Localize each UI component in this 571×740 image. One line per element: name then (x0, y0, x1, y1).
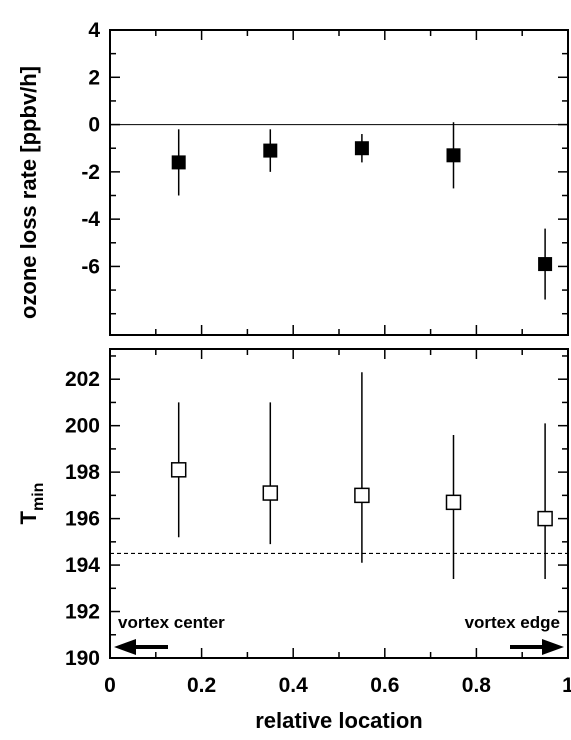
vortex-edge-arrow-head (542, 639, 564, 655)
top-y-tick-label: -2 (81, 161, 100, 184)
ozone-data-point (447, 148, 461, 162)
tmin-label-sub: min (30, 483, 47, 511)
bottom-y-tick-label: 192 (65, 601, 100, 624)
vortex-center-label: vortex center (118, 613, 225, 632)
top-y-tick-label: 2 (88, 66, 100, 89)
ozone-data-point (355, 141, 369, 155)
tmin-label-main: T (16, 510, 41, 524)
top-y-tick-label: 0 (88, 114, 100, 137)
tmin-data-point (355, 488, 369, 502)
x-axis-title: relative location (255, 708, 423, 733)
bottom-panel: 202 200 198 196 194 192 190 Tmin vortex center vo… (16, 349, 568, 670)
tmin-data-point (538, 512, 552, 526)
vortex-edge-label: vortex edge (465, 613, 560, 632)
x-tick-label: 1 (562, 674, 571, 697)
bottom-y-tick-label: 200 (65, 415, 100, 438)
bottom-y-axis-title: Tmin (16, 483, 47, 525)
bottom-y-tick-label: 202 (65, 368, 100, 391)
x-tick-label: 0.8 (462, 674, 492, 697)
x-tick-label: 0 (104, 674, 116, 697)
ozone-data-point (263, 144, 277, 158)
x-tick-label: 0.6 (370, 674, 399, 697)
x-axis: 0 0.2 0.4 0.6 0.8 1 relative location (104, 674, 571, 733)
top-y-axis-title: ozone loss rate [ppbv/h] (16, 66, 41, 319)
top-y-tick-label: -4 (81, 208, 100, 231)
tmin-data-point (263, 486, 277, 500)
bottom-y-tick-label: 190 (65, 647, 100, 670)
bottom-y-tick-label: 198 (65, 461, 100, 484)
bottom-y-tick-label: 194 (65, 554, 100, 577)
x-tick-label: 0.2 (187, 674, 216, 697)
ozone-data-point (172, 155, 186, 169)
ozone-data-point (538, 257, 552, 271)
bottom-y-tick-label: 196 (65, 508, 100, 531)
top-panel: 4 2 0 -2 -4 -6 ozone loss rate [ppbv/h] (16, 19, 568, 335)
top-y-tick-label: -6 (81, 255, 100, 278)
top-y-tick-label: 4 (88, 19, 100, 42)
x-tick-label: 0.4 (279, 674, 309, 697)
tmin-data-point (172, 463, 186, 477)
tmin-data-point (447, 495, 461, 509)
vortex-center-arrow-head (114, 639, 136, 655)
